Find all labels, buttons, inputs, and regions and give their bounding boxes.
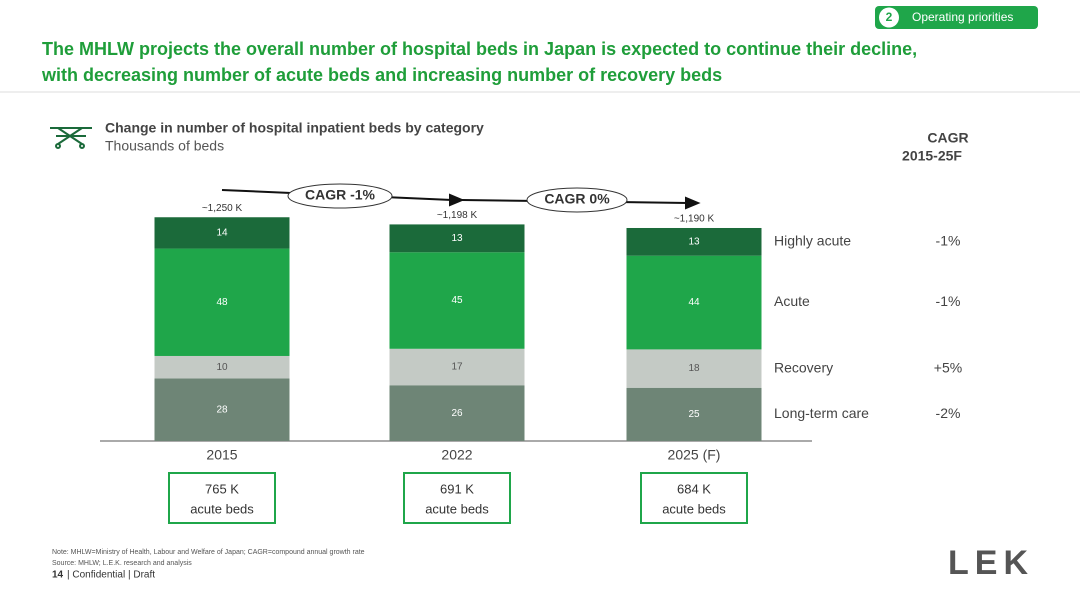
legend-label: Long-term care bbox=[774, 405, 869, 421]
total-label: ~1,250 K bbox=[202, 203, 243, 214]
bar-segment bbox=[389, 385, 525, 441]
page-number: 14 bbox=[52, 570, 64, 581]
annotation-bubble bbox=[287, 183, 393, 209]
acute-box-label: acute beds bbox=[190, 501, 254, 516]
acute-box-label: acute beds bbox=[425, 501, 489, 516]
cagr-header: 2015-25F bbox=[902, 148, 962, 164]
x-tick-label: 2022 bbox=[441, 447, 472, 463]
cagr-value: +5% bbox=[934, 359, 962, 375]
acute-box-label: acute beds bbox=[662, 501, 726, 516]
section-circle bbox=[879, 7, 899, 28]
cagr-value: -1% bbox=[936, 233, 961, 249]
segment-label: 14 bbox=[216, 228, 228, 239]
legend-label: Recovery bbox=[774, 359, 833, 375]
note: Note: MHLW=Ministry of Health, Labour an… bbox=[52, 549, 365, 556]
bar-segment bbox=[389, 252, 525, 349]
total-label: ~1,198 K bbox=[437, 210, 478, 221]
cagr-value: -2% bbox=[936, 405, 961, 421]
headline: with decreasing number of acute beds and… bbox=[41, 65, 722, 85]
segment-label: 25 bbox=[688, 409, 700, 420]
acute-box bbox=[403, 472, 511, 524]
bar-segment bbox=[626, 387, 762, 441]
annotation: CAGR 0% bbox=[544, 191, 610, 207]
segment-label: 13 bbox=[688, 236, 700, 247]
segment-label: 48 bbox=[216, 297, 228, 308]
segment-label: 45 bbox=[451, 295, 463, 306]
x-tick-label: 2025 (F) bbox=[668, 447, 721, 463]
segment-label: 26 bbox=[451, 408, 463, 419]
chart: 28 10 48 14 ~1,250 K 2015 765 K acute beds 26 17 4… bbox=[154, 203, 962, 524]
segment-label: 44 bbox=[688, 297, 700, 308]
section-pill bbox=[875, 6, 1038, 29]
acute-box bbox=[168, 472, 276, 524]
cagr-header: CAGR bbox=[927, 130, 968, 146]
bar-segment bbox=[389, 224, 525, 253]
bar-segment bbox=[626, 255, 762, 350]
cagr-value: -1% bbox=[936, 293, 961, 309]
segment-label: 28 bbox=[216, 404, 228, 415]
segment-label: 10 bbox=[216, 362, 228, 373]
bar-segment bbox=[154, 378, 290, 441]
headline: The MHLW projects the overall number of … bbox=[42, 39, 917, 59]
section-name: Operating priorities bbox=[912, 10, 1013, 24]
bar-segment bbox=[154, 248, 290, 356]
bar-segment bbox=[389, 348, 525, 386]
legend-label: Acute bbox=[774, 293, 810, 309]
source: Source: MHLW; L.E.K. research and analys… bbox=[52, 560, 192, 567]
bar-segment bbox=[154, 355, 290, 379]
logo: LEK bbox=[948, 544, 1034, 582]
bar-segment bbox=[626, 349, 762, 388]
bed-icon bbox=[50, 127, 92, 149]
acute-box-value: 684 K bbox=[677, 481, 711, 496]
bar-segment bbox=[626, 227, 762, 256]
chart-title: Change in number of hospital inpatient b… bbox=[105, 120, 484, 136]
chart-subtitle: Thousands of beds bbox=[105, 138, 224, 154]
segment-label: 17 bbox=[451, 362, 463, 373]
legend-label: Highly acute bbox=[774, 233, 851, 249]
annotation-bubble bbox=[526, 187, 628, 213]
acute-box-value: 691 K bbox=[440, 481, 474, 496]
total-label: ~1,190 K bbox=[674, 214, 715, 225]
annotation: CAGR -1% bbox=[305, 187, 376, 203]
segment-label: 13 bbox=[451, 233, 463, 244]
acute-box-value: 765 K bbox=[205, 481, 239, 496]
x-tick-label: 2015 bbox=[206, 447, 237, 463]
segment-label: 18 bbox=[688, 363, 700, 374]
section-number: 2 bbox=[886, 10, 893, 24]
bar-segment bbox=[154, 217, 290, 249]
acute-box bbox=[640, 472, 748, 524]
status: | Confidential | Draft bbox=[67, 570, 155, 581]
